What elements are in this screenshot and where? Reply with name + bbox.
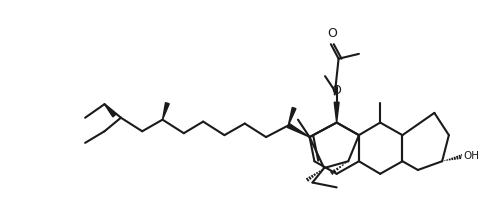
Polygon shape <box>288 108 296 125</box>
Text: O: O <box>332 84 342 97</box>
Text: OH: OH <box>463 151 478 161</box>
Polygon shape <box>287 124 310 137</box>
Polygon shape <box>163 103 169 120</box>
Polygon shape <box>334 102 339 123</box>
Text: O: O <box>327 27 337 40</box>
Polygon shape <box>105 104 116 117</box>
